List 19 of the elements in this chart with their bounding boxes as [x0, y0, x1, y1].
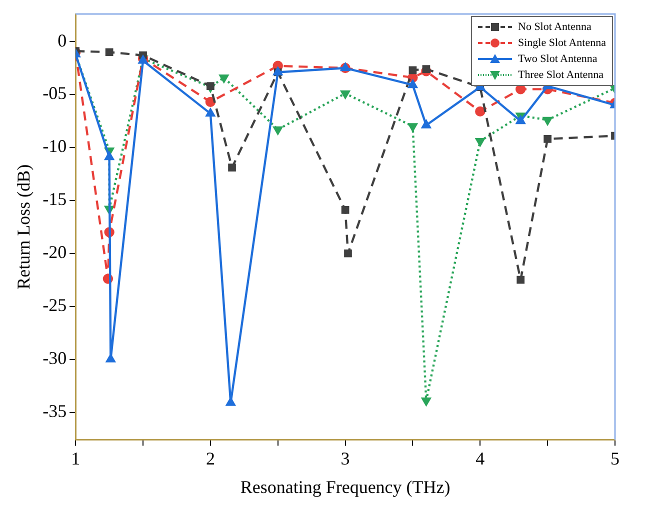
y-tick-label: 0 [58, 30, 67, 50]
y-tick-label: -05 [42, 83, 67, 104]
x-tick-label: 3 [340, 448, 350, 468]
legend-label: Single Slot Antenna [518, 36, 606, 50]
legend-label: Two Slot Antenna [518, 52, 598, 66]
y-axis-title: Return Loss (dB) [14, 164, 34, 290]
x-tick-label: 2 [206, 448, 215, 468]
x-tick-label: 1 [71, 448, 80, 468]
y-tick-label: -15 [42, 189, 67, 210]
y-tick-label: -25 [42, 295, 67, 316]
legend-label: No Slot Antenna [518, 20, 592, 34]
y-tick-label: -20 [42, 242, 67, 262]
y-tick-label: -30 [42, 348, 67, 368]
y-tick-label: -35 [42, 400, 67, 421]
x-axis-title: Resonating Frequency (THz) [240, 476, 450, 497]
x-tick-label: 4 [476, 448, 485, 468]
y-tick-label: -10 [42, 136, 67, 156]
x-tick-label: 5 [610, 448, 620, 468]
legend-label: Three Slot Antenna [518, 68, 604, 82]
